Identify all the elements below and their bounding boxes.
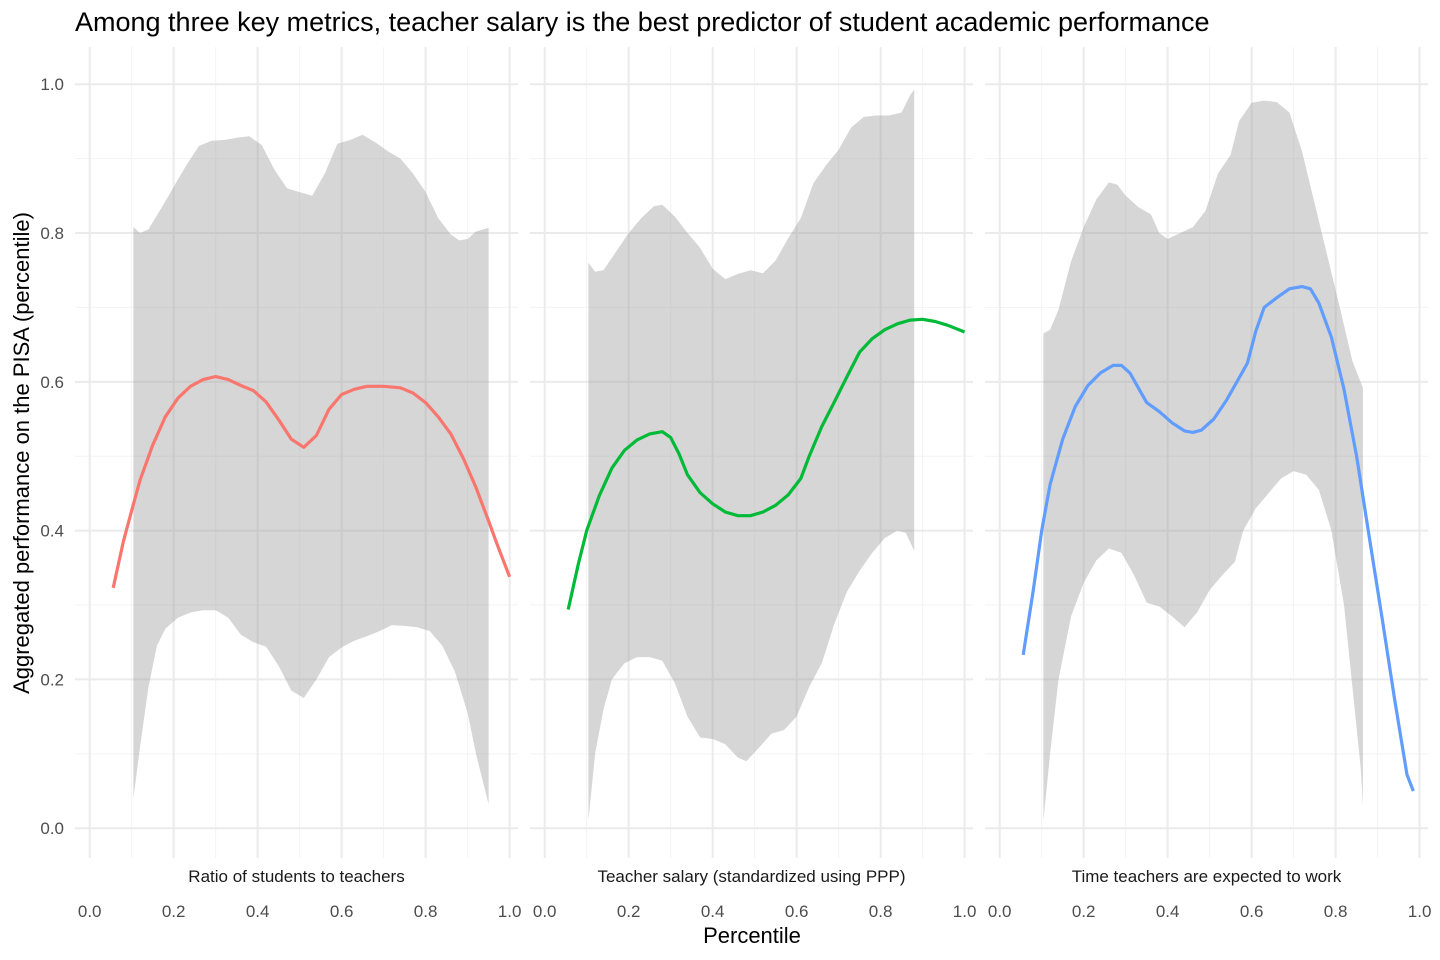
x-tick-label: 0.0 — [78, 902, 102, 921]
x-tick-label: 0.4 — [701, 902, 725, 921]
series-line — [1021, 285, 1415, 792]
x-tick-label: 0.8 — [414, 902, 438, 921]
x-tick-label: 0.0 — [533, 902, 557, 921]
x-tick-label: 0.2 — [1072, 902, 1096, 921]
x-tick-label: 0.0 — [988, 902, 1012, 921]
x-tick-label: 1.0 — [953, 902, 977, 921]
y-axis-ticks: 0.0 0.2 0.4 0.6 0.8 1.0 — [40, 75, 64, 838]
x-tick-label: 0.8 — [869, 902, 893, 921]
facet-panel: Time teachers are expected to work 0.0 0.2… — [985, 47, 1431, 921]
series-line — [111, 375, 512, 589]
confidence-band — [588, 89, 915, 821]
chart-title: Among three key metrics, teacher salary … — [75, 7, 1210, 37]
x-tick-label: 0.6 — [1240, 902, 1264, 921]
x-tick-label: 0.4 — [246, 902, 270, 921]
facet-panels: Ratio of students to teachers 0.0 0.2 0.4 0.… — [75, 47, 1431, 921]
series-line — [566, 317, 966, 610]
x-tick-label: 0.2 — [162, 902, 186, 921]
x-tick-label: 1.0 — [1408, 902, 1432, 921]
x-tick-label: 0.8 — [1324, 902, 1348, 921]
facet-panel: Teacher salary (standardized using PPP) 0… — [530, 47, 976, 921]
y-axis-title: Aggregated performance on the PISA (perc… — [9, 212, 34, 694]
x-tick-label: 1.0 — [498, 902, 522, 921]
confidence-band — [1043, 100, 1363, 821]
x-tick-label: 0.6 — [330, 902, 354, 921]
y-tick-label: 0.8 — [40, 224, 64, 243]
y-tick-label: 0.6 — [40, 373, 64, 392]
y-tick-label: 0.4 — [40, 522, 64, 541]
y-tick-label: 0.0 — [40, 819, 64, 838]
x-tick-label: 0.6 — [785, 902, 809, 921]
x-tick-label: 0.2 — [617, 902, 641, 921]
facet-strip-label: Time teachers are expected to work — [1072, 867, 1342, 886]
y-tick-label: 0.2 — [40, 670, 64, 689]
y-tick-label: 1.0 — [40, 75, 64, 94]
x-axis-title: Percentile — [703, 923, 801, 948]
facet-panel: Ratio of students to teachers 0.0 0.2 0.4 0.… — [75, 47, 521, 921]
facet-strip-label: Ratio of students to teachers — [188, 867, 404, 886]
confidence-band — [133, 134, 489, 805]
facet-strip-label: Teacher salary (standardized using PPP) — [597, 867, 905, 886]
x-tick-label: 0.4 — [1156, 902, 1180, 921]
